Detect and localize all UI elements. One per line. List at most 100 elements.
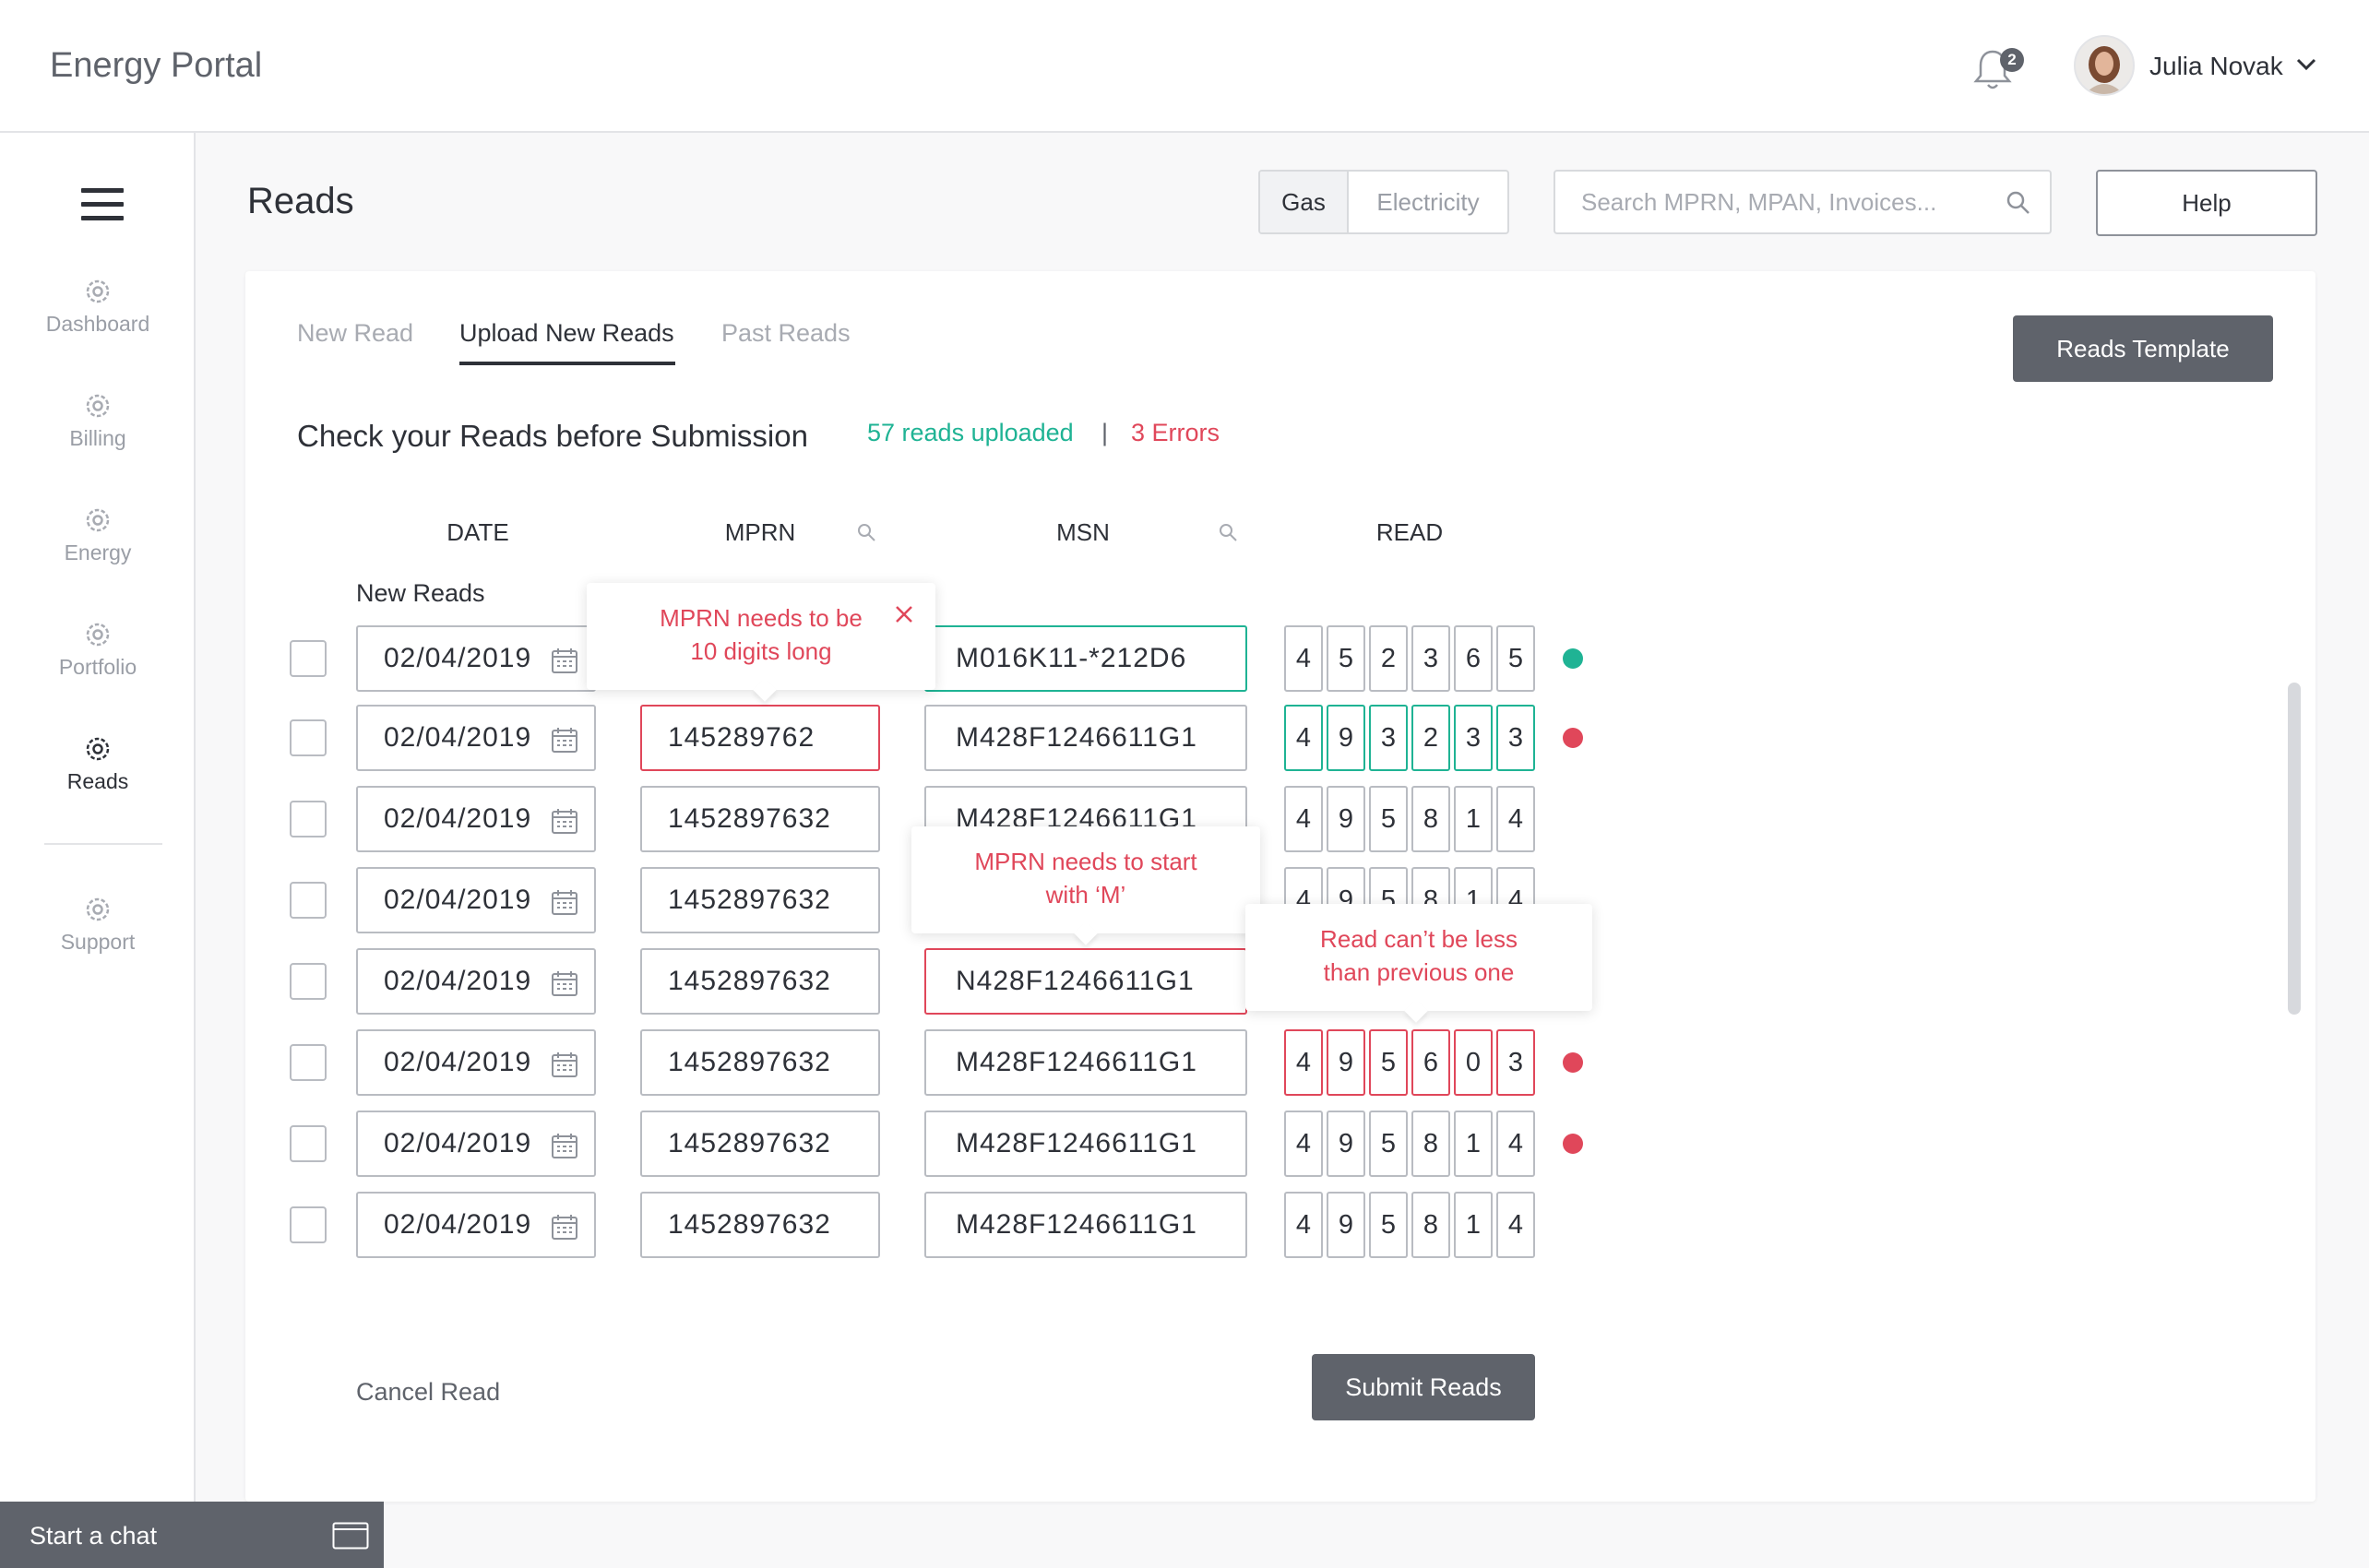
chat-window-icon[interactable]	[332, 1522, 369, 1550]
mprn-field[interactable]: 1452897632	[640, 1111, 880, 1177]
row-checkbox[interactable]	[290, 1206, 327, 1243]
read-digit[interactable]: 3	[1496, 1029, 1535, 1096]
chat-widget[interactable]: Start a chat	[0, 1502, 384, 1568]
row-checkbox[interactable]	[290, 1125, 327, 1162]
calendar-icon[interactable]	[550, 1131, 579, 1160]
sidebar-item-portfolio[interactable]: Portfolio	[0, 618, 196, 680]
read-digit[interactable]: 9	[1327, 705, 1365, 771]
tab-past-reads[interactable]: Past Reads	[721, 319, 851, 347]
read-digit[interactable]: 6	[1454, 625, 1493, 692]
menu-icon[interactable]	[81, 188, 124, 221]
mprn-field[interactable]: 1452897632	[640, 1192, 880, 1258]
avatar[interactable]	[2074, 35, 2135, 96]
msn-field[interactable]: M428F1246611G1	[924, 705, 1247, 771]
date-field[interactable]: 02/04/2019	[356, 1111, 596, 1177]
msn-field[interactable]: M016K11-*212D6	[924, 625, 1247, 692]
sidebar-item-energy[interactable]: Energy	[0, 504, 196, 565]
read-digit[interactable]: 3	[1496, 705, 1535, 771]
calendar-icon[interactable]	[550, 887, 579, 917]
date-field[interactable]: 02/04/2019	[356, 625, 596, 692]
mprn-field[interactable]: 1452897632	[640, 786, 880, 852]
read-digit[interactable]: 4	[1284, 1029, 1323, 1096]
reads-template-button[interactable]: Reads Template	[2013, 315, 2273, 382]
read-digit[interactable]: 4	[1284, 1111, 1323, 1177]
row-checkbox[interactable]	[290, 963, 327, 1000]
date-field[interactable]: 02/04/2019	[356, 948, 596, 1015]
calendar-icon[interactable]	[550, 725, 579, 754]
calendar-icon[interactable]	[550, 1212, 579, 1241]
date-field[interactable]: 02/04/2019	[356, 705, 596, 771]
read-digit[interactable]: 5	[1369, 1111, 1408, 1177]
chevron-down-icon[interactable]	[2295, 57, 2317, 72]
read-digit[interactable]: 9	[1327, 1192, 1365, 1258]
date-field[interactable]: 02/04/2019	[356, 1192, 596, 1258]
submit-reads-button[interactable]: Submit Reads	[1312, 1354, 1535, 1420]
msn-field[interactable]: M428F1246611G1	[924, 1029, 1247, 1096]
read-digit[interactable]: 6	[1411, 1029, 1450, 1096]
date-field[interactable]: 02/04/2019	[356, 786, 596, 852]
cancel-read-link[interactable]: Cancel Read	[356, 1378, 501, 1406]
sidebar-item-billing[interactable]: Billing	[0, 389, 196, 451]
read-digit[interactable]: 5	[1369, 786, 1408, 852]
calendar-icon[interactable]	[550, 646, 579, 675]
date-field[interactable]: 02/04/2019	[356, 1029, 596, 1096]
mprn-field[interactable]: 1452897632	[640, 867, 880, 933]
read-digit[interactable]: 3	[1411, 625, 1450, 692]
read-digit[interactable]: 4	[1284, 705, 1323, 771]
read-digit[interactable]: 1	[1454, 1192, 1493, 1258]
read-digit[interactable]: 3	[1454, 705, 1493, 771]
read-digit[interactable]: 4	[1496, 1111, 1535, 1177]
read-digit[interactable]: 5	[1327, 625, 1365, 692]
read-digit[interactable]: 0	[1454, 1029, 1493, 1096]
mprn-field[interactable]: 1452897632	[640, 948, 880, 1015]
calendar-icon[interactable]	[550, 968, 579, 998]
mprn-field[interactable]: 145289762	[640, 705, 880, 771]
close-icon[interactable]	[893, 603, 915, 625]
scrollbar[interactable]	[2288, 683, 2301, 1015]
read-digit[interactable]: 1	[1454, 1111, 1493, 1177]
msn-field[interactable]: M428F1246611G1	[924, 1192, 1247, 1258]
sidebar-item-reads[interactable]: Reads	[0, 732, 196, 794]
read-digit[interactable]: 4	[1284, 786, 1323, 852]
tab-new-read[interactable]: New Read	[297, 319, 414, 347]
toggle-electricity[interactable]: Electricity	[1376, 188, 1480, 216]
read-digit[interactable]: 2	[1369, 625, 1408, 692]
read-digit[interactable]: 9	[1327, 1111, 1365, 1177]
search-icon[interactable]	[856, 522, 876, 542]
read-digit[interactable]: 9	[1327, 1029, 1365, 1096]
mprn-field[interactable]: 1452897632	[640, 1029, 880, 1096]
row-checkbox[interactable]	[290, 882, 327, 919]
search-input[interactable]	[1581, 172, 1987, 232]
search-icon[interactable]	[2006, 190, 2031, 216]
toggle-gas[interactable]: Gas	[1260, 172, 1349, 232]
help-button[interactable]: Help	[2096, 170, 2317, 236]
msn-field[interactable]: N428F1246611G1	[924, 948, 1247, 1015]
read-digit[interactable]: 3	[1369, 705, 1408, 771]
read-digit[interactable]: 8	[1411, 1111, 1450, 1177]
read-digit[interactable]: 1	[1454, 786, 1493, 852]
read-digit[interactable]: 4	[1496, 1192, 1535, 1258]
read-digit[interactable]: 8	[1411, 786, 1450, 852]
read-digit[interactable]: 8	[1411, 1192, 1450, 1258]
read-digit[interactable]: 9	[1327, 786, 1365, 852]
read-digit[interactable]: 5	[1369, 1192, 1408, 1258]
read-digit[interactable]: 4	[1496, 786, 1535, 852]
calendar-icon[interactable]	[550, 1050, 579, 1079]
sidebar-item-support[interactable]: Support	[0, 893, 196, 955]
read-digit[interactable]: 4	[1284, 1192, 1323, 1258]
row-checkbox[interactable]	[290, 719, 327, 756]
search-icon[interactable]	[1218, 522, 1238, 542]
row-checkbox[interactable]	[290, 801, 327, 837]
user-name[interactable]: Julia Novak	[2149, 52, 2283, 80]
tab-upload-new-reads[interactable]: Upload New Reads	[459, 319, 674, 347]
row-checkbox[interactable]	[290, 640, 327, 677]
calendar-icon[interactable]	[550, 806, 579, 836]
msn-field[interactable]: M428F1246611G1	[924, 1111, 1247, 1177]
date-field[interactable]: 02/04/2019	[356, 867, 596, 933]
read-digit[interactable]: 4	[1284, 625, 1323, 692]
row-checkbox[interactable]	[290, 1044, 327, 1081]
read-digit[interactable]: 5	[1369, 1029, 1408, 1096]
read-digit[interactable]: 5	[1496, 625, 1535, 692]
read-digit[interactable]: 2	[1411, 705, 1450, 771]
sidebar-item-dashboard[interactable]: Dashboard	[0, 275, 196, 337]
